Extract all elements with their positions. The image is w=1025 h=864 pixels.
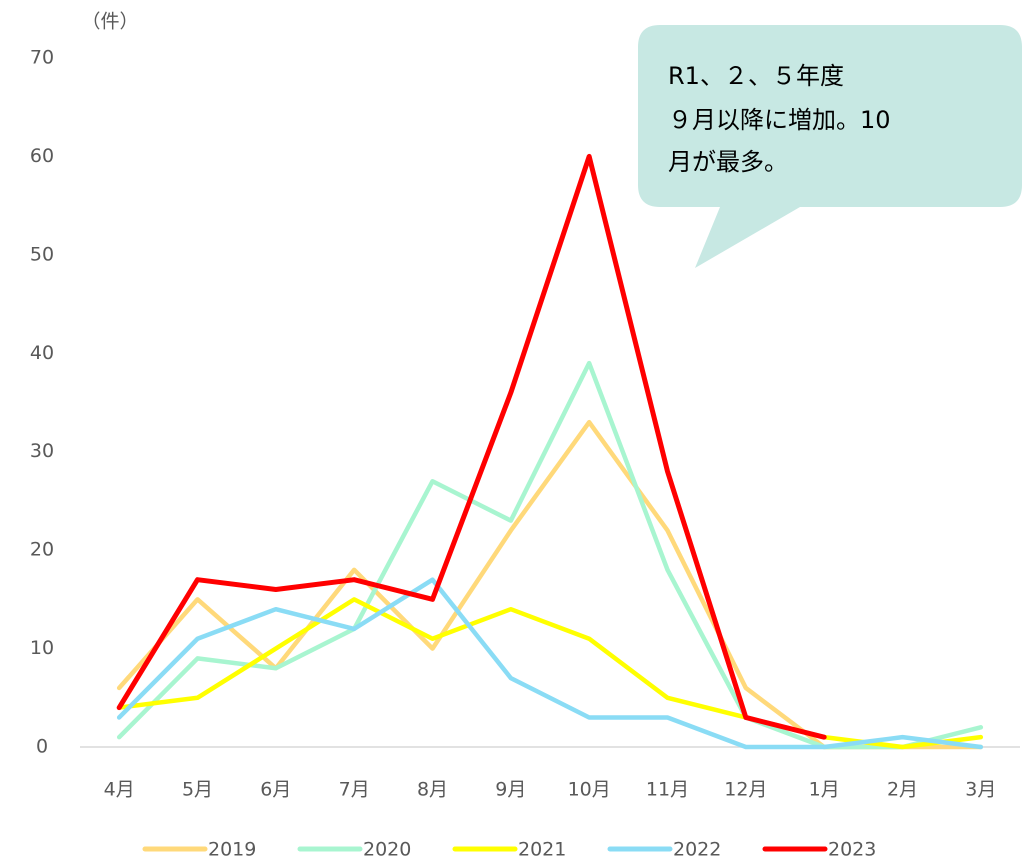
y-tick-label: 50	[30, 243, 54, 265]
x-tick-label: 10月	[568, 779, 611, 801]
y-tick-label: 0	[36, 736, 48, 758]
x-tick-label: 11月	[646, 779, 689, 801]
x-tick-label: 6月	[260, 779, 291, 801]
x-tick-label: 2月	[887, 779, 918, 801]
x-tick-label: 3月	[965, 779, 996, 801]
callout-line: R1、２、５年度	[668, 62, 844, 90]
x-tick-label: 5月	[182, 779, 213, 801]
x-tick-label: 4月	[104, 779, 135, 801]
line-series	[116, 360, 984, 750]
legend-label: 2020	[363, 839, 411, 861]
callout-bubble	[638, 25, 1022, 268]
callout-line: 月が最多。	[668, 148, 788, 176]
y-tick-label: 10	[30, 637, 54, 659]
line-series	[116, 597, 984, 750]
x-tick-label: 8月	[417, 779, 448, 801]
x-tick-label: 1月	[809, 779, 840, 801]
legend-label: 2019	[208, 839, 256, 861]
line-series	[116, 577, 984, 750]
legend-label: 2023	[828, 839, 876, 861]
y-tick-label: 20	[30, 539, 54, 561]
callout: R1、２、５年度 ９月以降に増加。10 月が最多。	[638, 25, 1022, 268]
legend-label: 2021	[518, 839, 566, 861]
line-series	[116, 153, 827, 740]
x-tick-label: 9月	[495, 779, 526, 801]
y-unit-label: （件）	[81, 11, 138, 33]
y-tick-label: 40	[30, 342, 54, 364]
y-tick-label: 70	[30, 47, 54, 69]
x-tick-label: 12月	[724, 779, 767, 801]
y-tick-label: 30	[30, 440, 54, 462]
legend-label: 2022	[673, 839, 721, 861]
y-tick-label: 60	[30, 145, 54, 167]
x-tick-label: 7月	[339, 779, 370, 801]
callout-line: ９月以降に増加。10	[668, 106, 891, 134]
